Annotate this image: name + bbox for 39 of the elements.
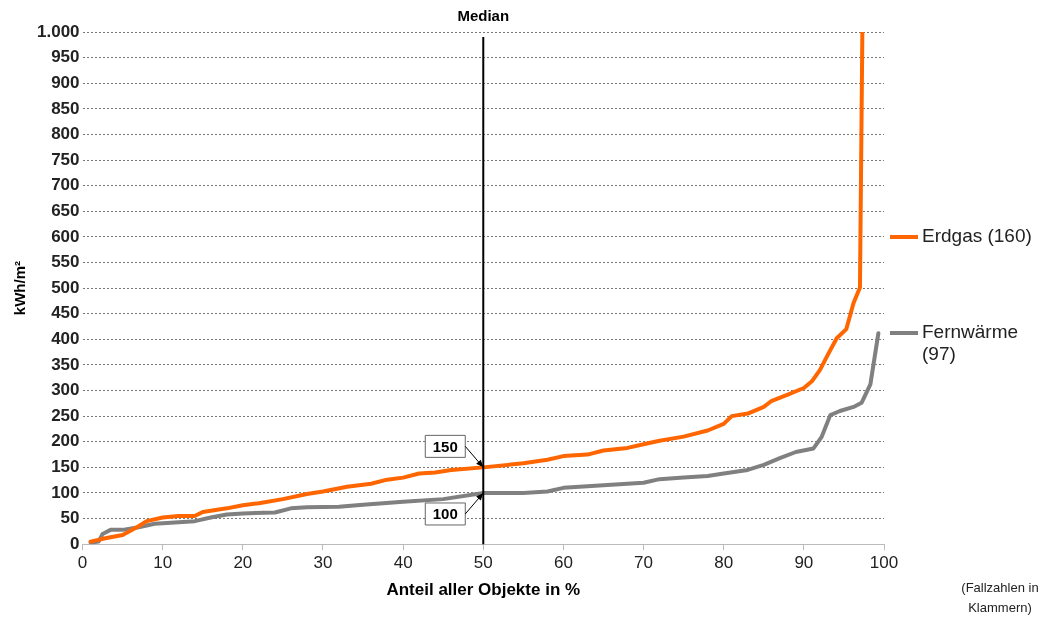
y-tick-label: 50 [60, 508, 80, 528]
y-tick-label: 400 [51, 329, 80, 349]
y-tick-label: 700 [51, 175, 80, 195]
x-tick-label: 70 [634, 553, 654, 573]
y-tick-label: 450 [51, 303, 80, 323]
y-tick-label: 550 [51, 252, 80, 272]
y-tick-label: 500 [51, 277, 80, 297]
y-axis-title: kWh/m² [11, 261, 29, 316]
y-tick-label: 200 [51, 431, 80, 451]
y-tick-label: 100 [51, 482, 80, 502]
y-tick-label: 900 [51, 72, 80, 92]
annotation: 150 [432, 437, 458, 455]
y-tick-label: 800 [51, 124, 80, 144]
y-tick-label: 600 [51, 226, 80, 246]
x-axis-title: Anteil aller Objekte in % [386, 580, 581, 600]
legend-label: Erdgas (160) [922, 224, 1033, 247]
y-tick-label: 650 [51, 200, 80, 220]
x-tick-label: 10 [153, 553, 173, 573]
x-tick-label: 60 [553, 553, 573, 573]
y-tick-label: 1.000 [36, 21, 80, 41]
y-tick-label: 350 [51, 354, 80, 374]
text: (Fallzahlen in Klammern) [960, 579, 1040, 617]
x-tick-label: 100 [869, 553, 899, 573]
ref-line-label: Median [457, 6, 510, 24]
x-tick-label: 40 [393, 553, 413, 573]
y-tick-label: 0 [70, 533, 80, 553]
annotation: 100 [432, 505, 458, 523]
x-tick-label: 20 [233, 553, 253, 573]
y-tick-label: 300 [51, 380, 80, 400]
y-tick-label: 850 [51, 98, 80, 118]
y-tick-label: 750 [51, 149, 80, 169]
x-tick-label: 30 [313, 553, 333, 573]
x-tick-label: 50 [473, 553, 493, 573]
y-tick-label: 950 [51, 47, 80, 67]
x-tick-label: 80 [714, 553, 734, 573]
y-tick-label: 150 [51, 457, 80, 477]
x-tick-label: 90 [794, 553, 814, 573]
y-tick-label: 250 [51, 405, 80, 425]
legend-label: Fernwärme (97) [922, 321, 1020, 366]
